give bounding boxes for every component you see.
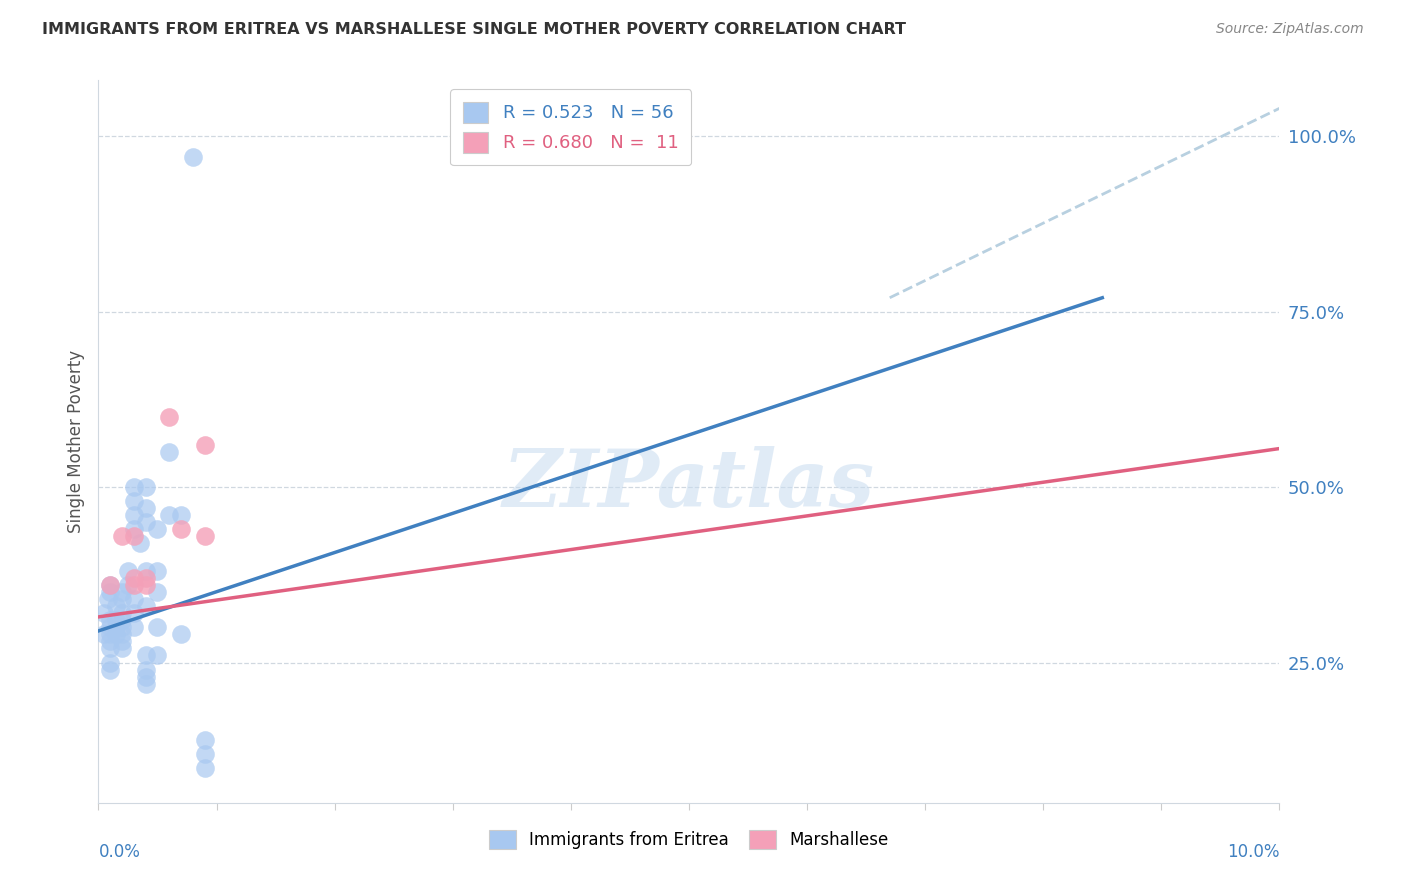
Point [98,641,121,656]
Point [93,627,115,641]
Point [117,564,139,578]
Point [122,578,145,592]
Point [98,627,121,641]
Point [111,614,134,628]
Point [93,607,115,621]
Point [157,508,180,523]
Point [128,536,150,550]
Point [122,592,145,607]
Y-axis label: Single Mother Poverty: Single Mother Poverty [66,350,84,533]
Point [146,522,169,536]
Point [98,614,121,628]
Point [135,663,157,677]
Point [98,578,121,592]
Text: IMMIGRANTS FROM ERITREA VS MARSHALLESE SINGLE MOTHER POVERTY CORRELATION CHART: IMMIGRANTS FROM ERITREA VS MARSHALLESE S… [42,22,907,37]
Point [122,508,145,523]
Point [122,620,145,634]
Point [98,585,121,599]
Point [98,578,121,592]
Point [111,607,134,621]
Point [122,607,145,621]
Point [111,592,134,607]
Point [135,515,157,529]
Point [194,529,217,543]
Point [111,585,134,599]
Point [157,409,180,424]
Point [117,578,139,592]
Legend: Immigrants from Eritrea, Marshallese: Immigrants from Eritrea, Marshallese [482,823,896,856]
Text: Source: ZipAtlas.com: Source: ZipAtlas.com [1216,22,1364,37]
Point [135,648,157,663]
Point [122,571,145,585]
Point [98,656,121,670]
Point [122,522,145,536]
Point [98,634,121,648]
Point [111,620,134,634]
Point [111,641,134,656]
Point [146,648,169,663]
Point [111,627,134,641]
Point [97,592,120,607]
Point [105,614,128,628]
Point [122,529,145,543]
Point [181,151,204,165]
Point [135,578,157,592]
Point [135,571,157,585]
Point [194,438,217,452]
Point [146,620,169,634]
Point [98,620,121,634]
Point [135,599,157,614]
Point [146,585,169,599]
Point [111,529,134,543]
Text: 0.0%: 0.0% [98,843,141,861]
Point [135,669,157,683]
Point [122,480,145,494]
Point [98,663,121,677]
Point [194,761,217,775]
Text: 10.0%: 10.0% [1227,843,1279,861]
Point [170,627,193,641]
Point [105,627,128,641]
Point [135,501,157,516]
Point [194,732,217,747]
Point [105,599,128,614]
Point [146,564,169,578]
Point [135,564,157,578]
Text: ZIPatlas: ZIPatlas [503,446,875,524]
Point [111,634,134,648]
Point [157,445,180,459]
Point [135,480,157,494]
Point [135,676,157,690]
Point [194,747,217,761]
Point [170,522,193,536]
Point [170,508,193,523]
Point [105,620,128,634]
Point [122,494,145,508]
